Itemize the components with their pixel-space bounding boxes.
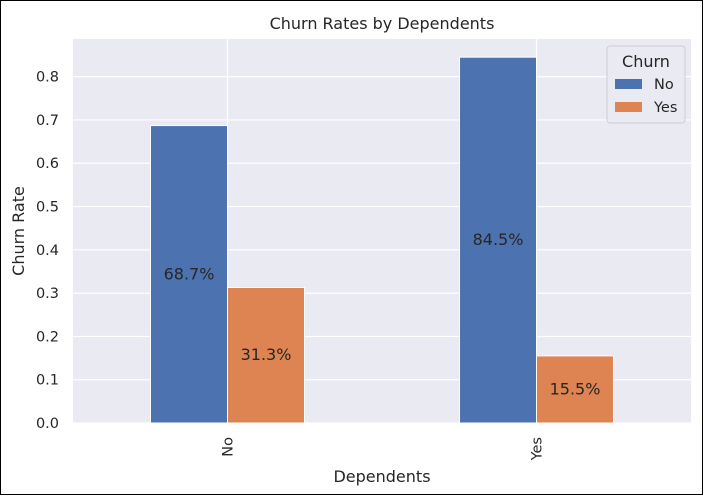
bar-value-label: 68.7% (164, 264, 215, 283)
x-axis-ticks: No Yes (221, 437, 546, 462)
legend: Churn No Yes (606, 45, 686, 124)
bar-labels: 68.7% 84.5% 31.3% 15.5% (164, 230, 601, 398)
bar-no-no (150, 125, 228, 424)
legend-entry: Yes (653, 100, 677, 116)
legend-swatch (615, 102, 642, 112)
y-axis-label: Churn Rate (9, 186, 28, 276)
y-tick-label: 0.3 (36, 286, 59, 302)
y-tick-label: 0.8 (36, 70, 59, 86)
x-tick-label: No (221, 437, 237, 457)
y-tick-label: 0.1 (36, 373, 59, 389)
y-axis-ticks: 0.0 0.1 0.2 0.3 0.4 0.5 0.6 0.7 0.8 (36, 70, 59, 432)
bar-no-yes (459, 56, 537, 424)
bar-value-label: 31.3% (241, 345, 292, 364)
y-tick-label: 0.0 (36, 416, 59, 432)
legend-entry: No (654, 77, 674, 93)
y-tick-label: 0.5 (36, 200, 59, 216)
bar-value-label: 84.5% (473, 230, 524, 249)
y-tick-label: 0.2 (36, 329, 59, 345)
legend-swatch (615, 79, 642, 89)
bars (150, 56, 614, 424)
y-tick-label: 0.4 (36, 243, 59, 259)
bar-yes-no (227, 286, 305, 424)
legend-title: Churn (622, 52, 670, 71)
bar-value-label: 15.5% (550, 379, 601, 398)
x-axis-label: Dependents (333, 467, 430, 486)
y-tick-label: 0.6 (36, 156, 59, 172)
y-tick-label: 0.7 (36, 113, 59, 129)
bar-yes-yes (536, 355, 614, 424)
chart-title: Churn Rates by Dependents (270, 14, 495, 33)
x-tick-label: Yes (530, 437, 546, 461)
